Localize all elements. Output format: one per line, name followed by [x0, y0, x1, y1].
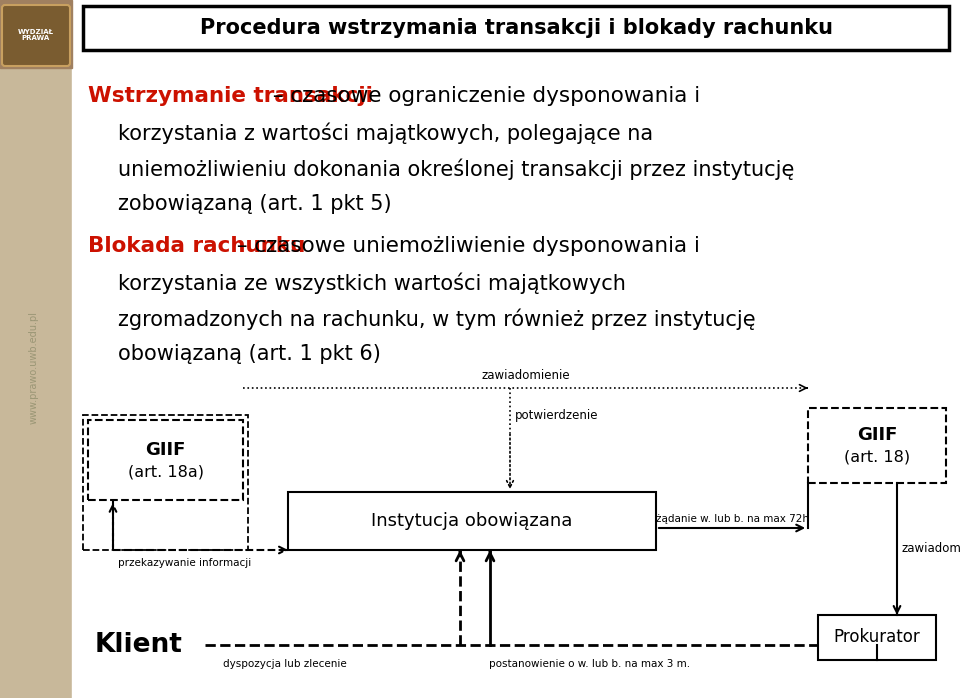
- Bar: [0, 0, 72, 68]
- Text: uniemożliwieniu dokonania określonej transakcji przez instytucję: uniemożliwieniu dokonania określonej tra…: [118, 158, 794, 179]
- Text: zawiadomienie: zawiadomienie: [481, 369, 570, 382]
- Text: Klient: Klient: [95, 632, 182, 658]
- Text: potwierdzenie: potwierdzenie: [515, 409, 598, 422]
- Text: korzystania z wartości majątkowych, polegające na: korzystania z wartości majątkowych, pole…: [118, 122, 653, 144]
- Text: zawiadomienie: zawiadomienie: [902, 542, 960, 556]
- Text: zgromadzonych na rachunku, w tym również przez instytucję: zgromadzonych na rachunku, w tym również…: [118, 308, 756, 329]
- Text: postanowienie o w. lub b. na max 3 m.: postanowienie o w. lub b. na max 3 m.: [490, 659, 690, 669]
- Text: – czasowe uniemożliwienie dysponowania i: – czasowe uniemożliwienie dysponowania i: [230, 236, 700, 256]
- Text: www.prawo.uwb.edu.pl: www.prawo.uwb.edu.pl: [29, 311, 39, 424]
- Bar: [818, 615, 936, 660]
- Text: Procedura wstrzymania transakcji i blokady rachunku: Procedura wstrzymania transakcji i bloka…: [200, 18, 832, 38]
- Text: obowiązaną (art. 1 pkt 6): obowiązaną (art. 1 pkt 6): [118, 344, 381, 364]
- Bar: [808, 408, 946, 483]
- Bar: [83, 6, 949, 50]
- Bar: [83, 415, 248, 550]
- Text: Blokada rachunku: Blokada rachunku: [88, 236, 305, 256]
- Bar: [288, 492, 656, 550]
- Text: przekazywanie informacji: przekazywanie informacji: [118, 558, 252, 568]
- Text: korzystania ze wszystkich wartości majątkowych: korzystania ze wszystkich wartości mająt…: [118, 272, 626, 293]
- Text: Prokurator: Prokurator: [833, 628, 921, 646]
- Text: GIIF: GIIF: [857, 426, 898, 445]
- Text: Instytucja obowiązana: Instytucja obowiązana: [372, 512, 573, 530]
- Text: GIIF: GIIF: [145, 441, 185, 459]
- Text: (art. 18a): (art. 18a): [128, 464, 204, 480]
- Text: zobowiązaną (art. 1 pkt 5): zobowiązaną (art. 1 pkt 5): [118, 194, 392, 214]
- Text: (art. 18): (art. 18): [844, 450, 910, 465]
- Text: dyspozycja lub zlecenie: dyspozycja lub zlecenie: [223, 659, 347, 669]
- Bar: [0, 0, 72, 698]
- Bar: [88, 420, 243, 500]
- FancyBboxPatch shape: [2, 5, 70, 66]
- Text: – czasowe ograniczenie dysponowania i: – czasowe ograniczenie dysponowania i: [266, 86, 700, 106]
- Text: WYDZIAŁ
PRAWA: WYDZIAŁ PRAWA: [18, 29, 54, 41]
- Text: Wstrzymanie transakcji: Wstrzymanie transakcji: [88, 86, 372, 106]
- Text: żądanie w. lub b. na max 72h: żądanie w. lub b. na max 72h: [656, 514, 808, 524]
